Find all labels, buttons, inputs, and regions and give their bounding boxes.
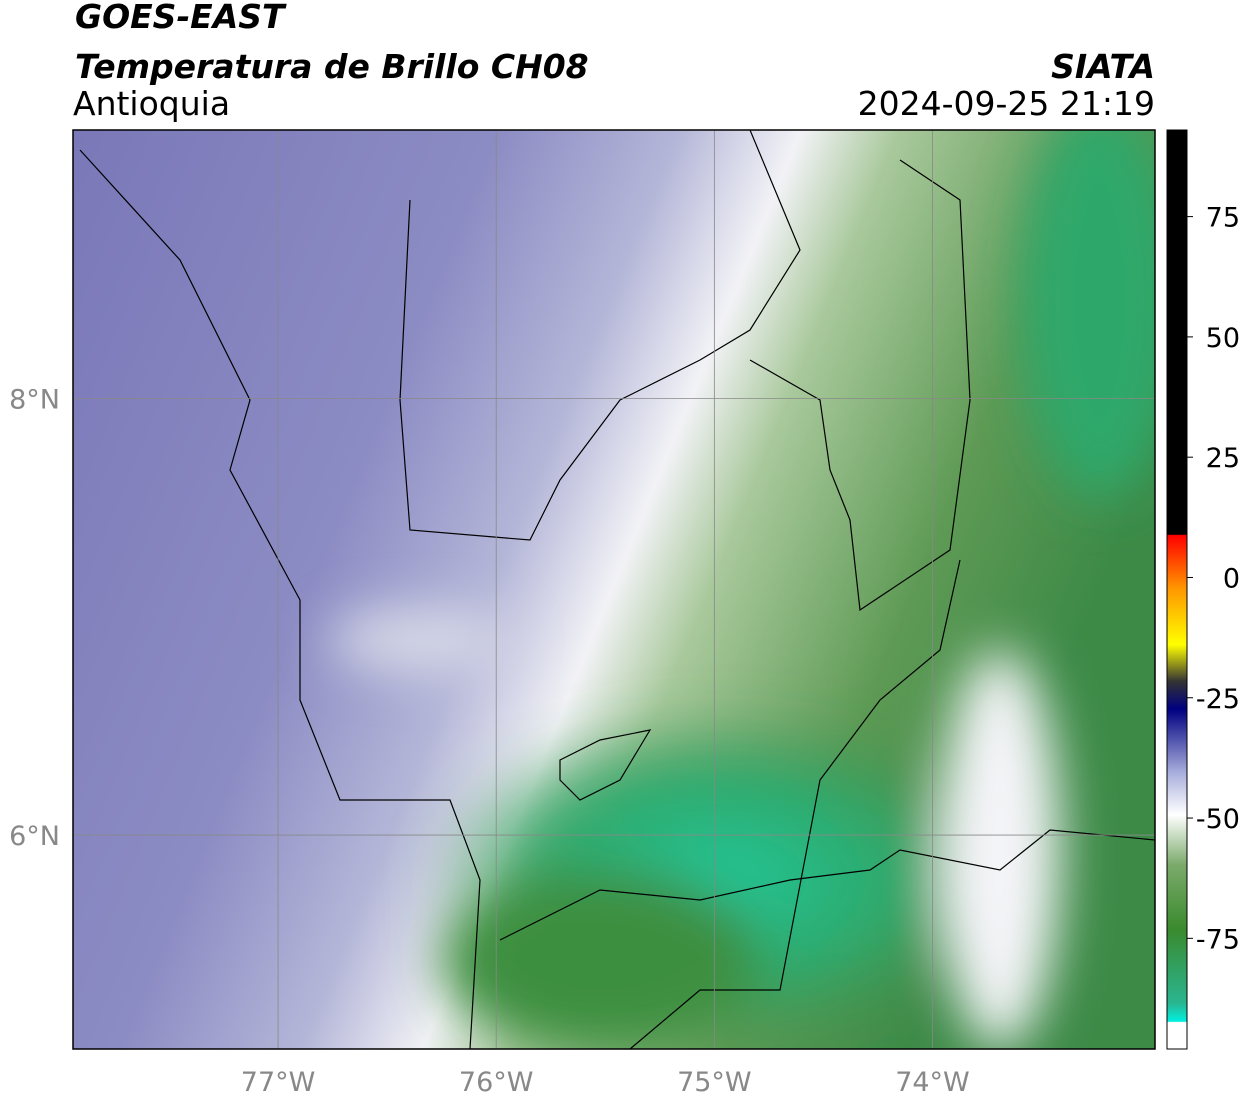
lon-label: 76°W [459, 1067, 534, 1098]
lat-label: 8°N [9, 384, 60, 415]
imagery-blobs [330, 130, 1155, 1049]
subtitle: Temperatura de Brillo CH08 [75, 47, 589, 86]
graticule [73, 130, 1155, 1049]
map-frame [72, 129, 1156, 1050]
lon-label: 77°W [241, 1067, 316, 1098]
ticks: 8°N 6°N 77°W 76°W 75°W 74°W 75 50 25 0 -25 -50 -75 [9, 203, 1240, 1098]
colorbar-label: -25 [1196, 684, 1240, 715]
map [73, 130, 1155, 1049]
borders [79, 130, 1155, 1049]
lon-label: 75°W [677, 1067, 752, 1098]
lat-label: 6°N [9, 821, 60, 852]
colorbar-label: 50 [1206, 323, 1240, 354]
colorbar [1166, 129, 1188, 1050]
source: SIATA [1051, 47, 1155, 86]
region: Antioquia [73, 84, 230, 123]
colorbar-label: 75 [1206, 203, 1240, 234]
timestamp: 2024-09-25 21:19 [858, 84, 1155, 123]
colorbar-label: 25 [1206, 443, 1240, 474]
colorbar-label: -75 [1196, 924, 1240, 955]
title: GOES-EAST [75, 0, 287, 36]
lon-label: 74°W [895, 1067, 970, 1098]
colorbar-label: 0 [1223, 563, 1240, 594]
colorbar-label: -50 [1196, 804, 1240, 835]
